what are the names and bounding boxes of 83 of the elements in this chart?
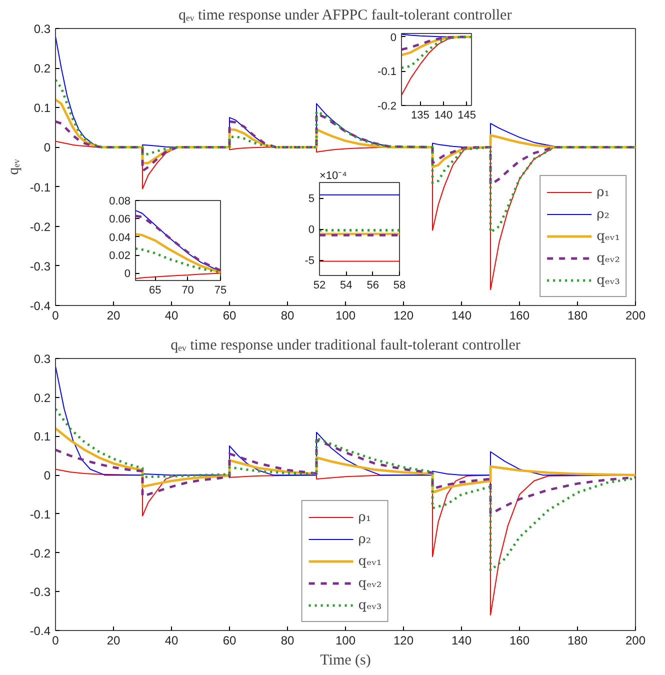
annotation: ×10⁻⁴ [320, 170, 348, 182]
line-series [402, 36, 472, 69]
y-tick-label: -0.4 [30, 624, 51, 638]
y-tick-label: -5 [304, 255, 314, 267]
legend-label: qₑᵥ₂ [358, 576, 382, 590]
legend-label: qₑᵥ₂ [596, 250, 620, 266]
y-tick-label: -0.2 [30, 546, 51, 560]
line-series [56, 438, 636, 516]
x-tick-label: 40 [164, 308, 178, 322]
x-tick-label: 70 [182, 284, 194, 296]
x-tick-label: 145 [458, 110, 476, 122]
x-tick-label: 65 [149, 284, 162, 296]
x-tick-label: 60 [222, 308, 236, 322]
y-tick-label: 0.06 [109, 214, 131, 226]
legend-label: qₑᵥ₁ [596, 228, 620, 244]
y-axis-title: qₑᵥ [6, 158, 22, 175]
x-tick-label: 200 [625, 634, 646, 648]
x-tick-label: 140 [451, 634, 472, 648]
y-tick-label: -0.1 [378, 66, 397, 78]
y-tick-label: -0.2 [30, 220, 51, 234]
y-tick-label: -0.1 [30, 180, 51, 194]
x-tick-label: 75 [214, 284, 227, 296]
x-tick-label: 54 [340, 280, 352, 292]
line-series [56, 112, 636, 186]
y-tick-label: 0 [124, 268, 131, 280]
legend-label: qₑᵥ₃ [596, 272, 620, 288]
x-tick-label: 120 [393, 634, 414, 648]
chart-title: qₑᵥ time response under AFPPC fault-tolerant controller [178, 8, 512, 24]
y-tick-label: 0.1 [34, 430, 51, 444]
legend-label: ρ₁ [596, 184, 610, 200]
x-tick-label: 140 [434, 110, 453, 122]
y-tick-label: 0.3 [34, 22, 51, 36]
y-tick-label: -0.2 [378, 100, 397, 112]
y-tick-label: 0 [308, 224, 315, 236]
y-tick-label: -0.4 [30, 299, 51, 313]
y-tick-label: 0.2 [34, 62, 51, 76]
x-tick-label: 80 [280, 308, 294, 322]
x-tick-label: 100 [335, 308, 356, 322]
y-tick-label: -0.1 [30, 507, 51, 522]
chart-title: qₑᵥ time response under traditional fault-tolerant controller [170, 338, 520, 354]
y-tick-label: 0.2 [34, 390, 51, 405]
x-tick-label: 40 [164, 634, 178, 648]
y-tick-label: 0.08 [109, 196, 131, 208]
line-series [136, 247, 220, 274]
line-series [402, 36, 472, 56]
x-tick-label: 20 [106, 308, 120, 322]
legend-label: qₑᵥ₃ [358, 598, 382, 612]
line-series [56, 98, 636, 168]
y-tick-label: 0 [44, 468, 51, 483]
x-tick-label: 80 [280, 634, 294, 648]
legend-label: ρ₂ [358, 532, 372, 546]
y-tick-label: 0 [390, 32, 397, 44]
x-tick-label: 52 [313, 280, 326, 292]
y-tick-label: -0.3 [30, 259, 51, 274]
x-tick-label: 120 [393, 308, 414, 322]
x-tick-label: 100 [335, 634, 356, 648]
legend-label: ρ₁ [358, 510, 372, 524]
x-tick-label: 160 [509, 634, 530, 648]
x-tick-label: 180 [567, 308, 588, 322]
line-series [56, 427, 636, 494]
x-tick-label: 200 [625, 308, 646, 322]
y-tick-label: -0.3 [30, 585, 51, 600]
x-tick-label: 0 [52, 308, 60, 322]
line-series [136, 232, 220, 274]
y-tick-label: 5 [308, 193, 315, 205]
x-tick-label: 56 [366, 280, 379, 292]
y-tick-label: 0.04 [109, 232, 131, 244]
x-tick-label: 0 [52, 634, 60, 648]
x-axis-title: Time (s) [320, 652, 371, 668]
x-tick-label: 20 [106, 634, 120, 648]
y-tick-label: 0.1 [34, 101, 51, 116]
line-series [56, 78, 636, 234]
x-tick-label: 58 [393, 280, 406, 292]
x-tick-label: 160 [509, 308, 530, 322]
x-tick-label: 135 [410, 110, 430, 122]
y-tick-label: 0 [44, 140, 51, 155]
y-tick-label: 0.02 [109, 250, 131, 262]
legend-label: ρ₂ [596, 206, 610, 222]
legend-label: qₑᵥ₁ [358, 554, 382, 568]
x-tick-label: 60 [222, 634, 236, 648]
x-tick-label: 140 [451, 308, 472, 322]
x-tick-label: 180 [567, 634, 588, 648]
y-tick-label: 0.3 [34, 352, 51, 366]
